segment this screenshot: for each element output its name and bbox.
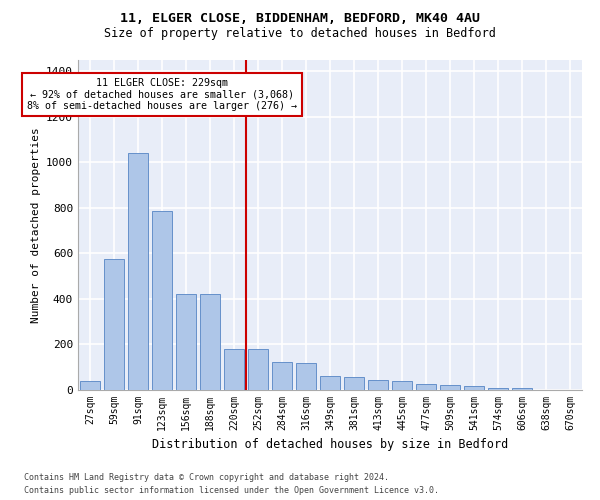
Bar [80, 381, 100, 390]
Bar [152, 212, 172, 390]
Bar [488, 388, 508, 390]
Bar [224, 349, 244, 390]
Bar [104, 259, 124, 390]
Text: 11, ELGER CLOSE, BIDDENHAM, BEDFORD, MK40 4AU: 11, ELGER CLOSE, BIDDENHAM, BEDFORD, MK4… [120, 12, 480, 26]
Bar [392, 381, 412, 390]
Text: 11 ELGER CLOSE: 229sqm
← 92% of detached houses are smaller (3,068)
8% of semi-d: 11 ELGER CLOSE: 229sqm ← 92% of detached… [27, 78, 297, 112]
Y-axis label: Number of detached properties: Number of detached properties [31, 127, 41, 323]
Bar [440, 385, 460, 390]
Bar [416, 384, 436, 390]
Text: Contains public sector information licensed under the Open Government Licence v3: Contains public sector information licen… [24, 486, 439, 495]
Bar [368, 380, 388, 390]
Bar [296, 362, 316, 390]
Bar [272, 362, 292, 390]
Bar [512, 388, 532, 390]
Bar [200, 294, 220, 390]
Text: Contains HM Land Registry data © Crown copyright and database right 2024.: Contains HM Land Registry data © Crown c… [24, 472, 389, 482]
X-axis label: Distribution of detached houses by size in Bedford: Distribution of detached houses by size … [152, 438, 508, 452]
Bar [320, 376, 340, 390]
Text: Size of property relative to detached houses in Bedford: Size of property relative to detached ho… [104, 28, 496, 40]
Bar [464, 386, 484, 390]
Bar [248, 349, 268, 390]
Bar [128, 154, 148, 390]
Bar [344, 378, 364, 390]
Bar [176, 294, 196, 390]
